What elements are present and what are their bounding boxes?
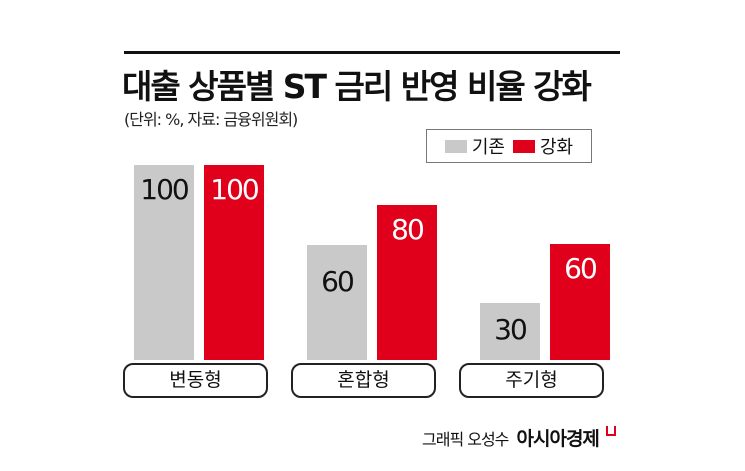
bar-existing-mixed: 60	[307, 245, 367, 360]
category-label-variable: 변동형	[123, 363, 268, 398]
bar-strengthened-periodic: 60	[550, 244, 610, 360]
brand-name: 아시아경제	[516, 428, 600, 450]
bar-value: 60	[564, 252, 598, 285]
legend: 기존 강화	[426, 129, 592, 163]
bar-value: 60	[321, 265, 355, 298]
bar-strengthened-mixed: 80	[377, 205, 437, 360]
bar-strengthened-variable: 100	[204, 165, 264, 360]
credit-text: 그래픽 오성수	[422, 430, 509, 449]
bar-value: 80	[391, 213, 425, 246]
legend-label: 강화	[540, 137, 574, 158]
bar-value: 100	[140, 173, 189, 206]
legend-item-strengthened: 강화	[513, 133, 573, 159]
brand-logo-icon	[606, 426, 616, 436]
legend-label: 기존	[471, 137, 505, 158]
chart-title: 대출 상품별 ST 금리 반영 비율 강화	[122, 67, 592, 106]
bar-existing-variable: 100	[134, 165, 194, 360]
bar-value: 30	[494, 313, 528, 346]
legend-swatch-gray	[444, 139, 467, 153]
category-label-periodic: 주기형	[459, 363, 604, 398]
bar-existing-periodic: 30	[480, 303, 540, 360]
credit: 그래픽 오성수 아시아경제	[422, 424, 616, 451]
legend-swatch-red	[513, 139, 535, 153]
chart-subtitle: (단위: %, 자료: 금융위원회)	[124, 110, 298, 129]
legend-item-existing: 기존	[444, 133, 505, 159]
bar-value: 100	[210, 173, 259, 206]
category-label-mixed: 혼합형	[291, 363, 436, 398]
title-rule	[124, 51, 620, 54]
